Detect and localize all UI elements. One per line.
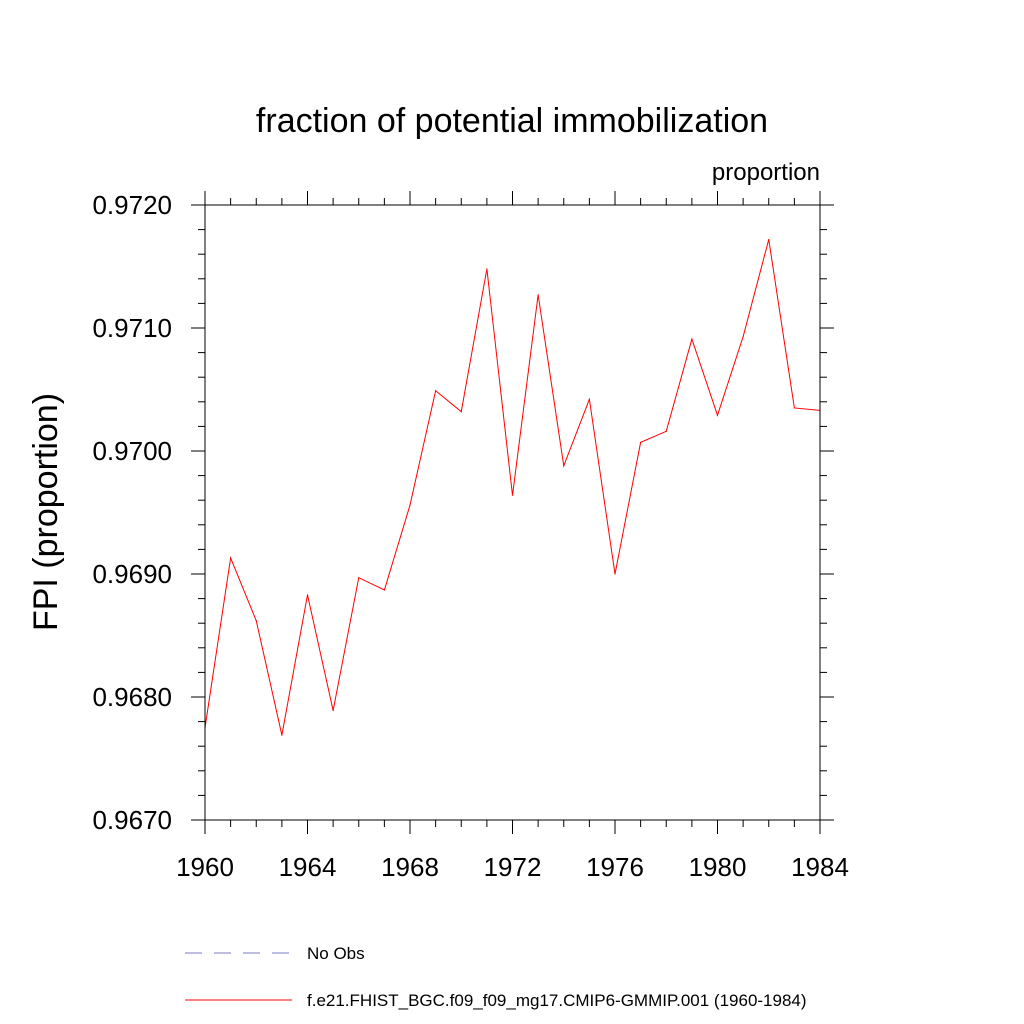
data-point — [332, 709, 334, 712]
series-layer — [204, 238, 821, 736]
legend-label: f.e21.FHIST_BGC.f09_f09_mg17.CMIP6-GMMIP… — [307, 991, 807, 1010]
x-tick-label: 1964 — [279, 852, 337, 882]
data-point — [255, 620, 257, 622]
series-line-0 — [204, 239, 821, 736]
data-point — [306, 594, 309, 596]
y-tick-label: 0.9710 — [92, 313, 172, 343]
tick-labels-layer: 1960 1964 1968 1972 1976 1980 1984 0.9670 0.9680… — [92, 190, 848, 882]
chart-title: fraction of potential immobilization — [256, 102, 768, 140]
data-point — [537, 294, 539, 296]
y-tick-label: 0.9690 — [92, 559, 172, 589]
data-point — [281, 734, 283, 736]
data-point — [230, 557, 232, 559]
x-tick-label: 1968 — [381, 852, 439, 882]
y-axis-label: FPI (proportion) — [27, 393, 65, 631]
data-point — [768, 238, 770, 241]
y-tick-label: 0.9700 — [92, 436, 172, 466]
data-point — [614, 573, 616, 575]
data-point — [460, 411, 462, 413]
data-point — [742, 336, 744, 338]
data-point — [435, 390, 437, 392]
data-point — [563, 465, 565, 467]
data-point — [665, 430, 667, 432]
data-point — [383, 589, 385, 591]
plot-frame — [204, 204, 821, 821]
legend-label: No Obs — [307, 944, 365, 963]
y-tick-label: 0.9670 — [92, 805, 172, 835]
data-point — [793, 407, 795, 409]
x-tick-label: 1980 — [689, 852, 747, 882]
y-tick-label: 0.9720 — [92, 190, 172, 220]
x-tick-label: 1984 — [791, 852, 849, 882]
x-tick-label: 1976 — [586, 852, 644, 882]
y-tick-label: 0.9680 — [92, 682, 172, 712]
units-label: proportion — [712, 159, 820, 186]
x-tick-label: 1972 — [484, 852, 542, 882]
data-point — [511, 494, 514, 496]
data-point — [358, 577, 360, 579]
legend: No Obs f.e21.FHIST_BGC.f09_f09_mg17.CMIP6… — [185, 944, 807, 1010]
data-point — [409, 504, 411, 506]
data-point — [691, 338, 693, 340]
data-point — [640, 441, 642, 443]
data-point — [716, 414, 719, 416]
data-point — [486, 268, 488, 270]
ticks-layer — [191, 191, 834, 834]
data-point — [588, 398, 590, 400]
x-tick-label: 1960 — [176, 852, 234, 882]
